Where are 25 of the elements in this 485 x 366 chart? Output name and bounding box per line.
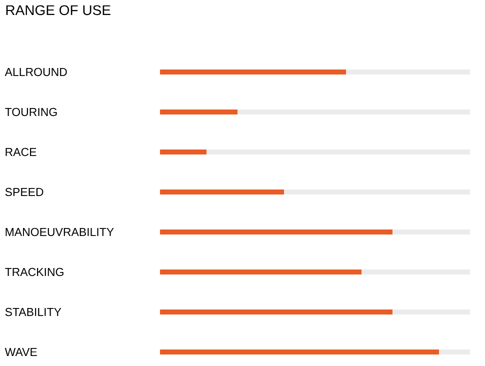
- bar: [160, 229, 393, 234]
- bar: [160, 70, 346, 74]
- bar: [206, 150, 470, 154]
- y-tick-label: WAVE: [4, 348, 37, 356]
- bar: [160, 269, 362, 274]
- bar: [392, 309, 470, 314]
- bar: [392, 229, 470, 234]
- bar: [362, 269, 470, 274]
- y-tick-label: SPEED: [5, 188, 44, 196]
- y-tick-label: TOURING: [5, 108, 57, 116]
- chart-title: RANGE OF USE: [6, 5, 110, 16]
- bar: [160, 349, 440, 354]
- bar: [346, 70, 470, 74]
- y-tick-label: TRACKING: [5, 268, 64, 276]
- bar: [238, 110, 470, 114]
- bar: [160, 189, 284, 194]
- bar: [160, 150, 206, 154]
- y-tick-label: STABILITY: [5, 308, 62, 316]
- y-tick-label: RACE: [6, 148, 36, 156]
- y-tick-label: ALLROUND: [4, 68, 67, 76]
- y-tick-label: MANOEUVRABILITY: [6, 228, 114, 236]
- bar: [160, 110, 238, 114]
- bar: [160, 309, 393, 314]
- bar: [439, 349, 470, 354]
- bar: [284, 189, 470, 194]
